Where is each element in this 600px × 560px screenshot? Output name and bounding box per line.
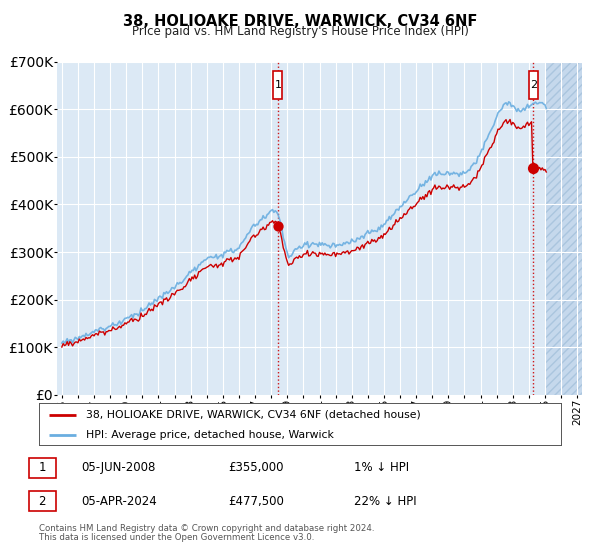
Text: 2: 2 <box>530 80 537 90</box>
Text: 05-JUN-2008: 05-JUN-2008 <box>81 461 155 474</box>
Text: 22% ↓ HPI: 22% ↓ HPI <box>354 494 416 508</box>
Text: 2: 2 <box>38 494 46 508</box>
Text: £477,500: £477,500 <box>228 494 284 508</box>
Text: Contains HM Land Registry data © Crown copyright and database right 2024.: Contains HM Land Registry data © Crown c… <box>39 524 374 533</box>
Text: £355,000: £355,000 <box>228 461 284 474</box>
Text: 38, HOLIOAKE DRIVE, WARWICK, CV34 6NF: 38, HOLIOAKE DRIVE, WARWICK, CV34 6NF <box>123 14 477 29</box>
Bar <box>545 62 582 395</box>
Text: 38, HOLIOAKE DRIVE, WARWICK, CV34 6NF (detached house): 38, HOLIOAKE DRIVE, WARWICK, CV34 6NF (d… <box>86 410 421 420</box>
Text: 1: 1 <box>38 461 46 474</box>
Text: Price paid vs. HM Land Registry's House Price Index (HPI): Price paid vs. HM Land Registry's House … <box>131 25 469 38</box>
Point <box>273 221 283 230</box>
FancyBboxPatch shape <box>529 71 538 99</box>
Bar <box>545 62 582 395</box>
Text: 1: 1 <box>274 80 281 90</box>
Text: This data is licensed under the Open Government Licence v3.0.: This data is licensed under the Open Gov… <box>39 533 314 542</box>
Point <box>529 163 538 172</box>
Text: HPI: Average price, detached house, Warwick: HPI: Average price, detached house, Warw… <box>86 430 334 440</box>
FancyBboxPatch shape <box>274 71 283 99</box>
Text: 1% ↓ HPI: 1% ↓ HPI <box>354 461 409 474</box>
Text: 05-APR-2024: 05-APR-2024 <box>81 494 157 508</box>
